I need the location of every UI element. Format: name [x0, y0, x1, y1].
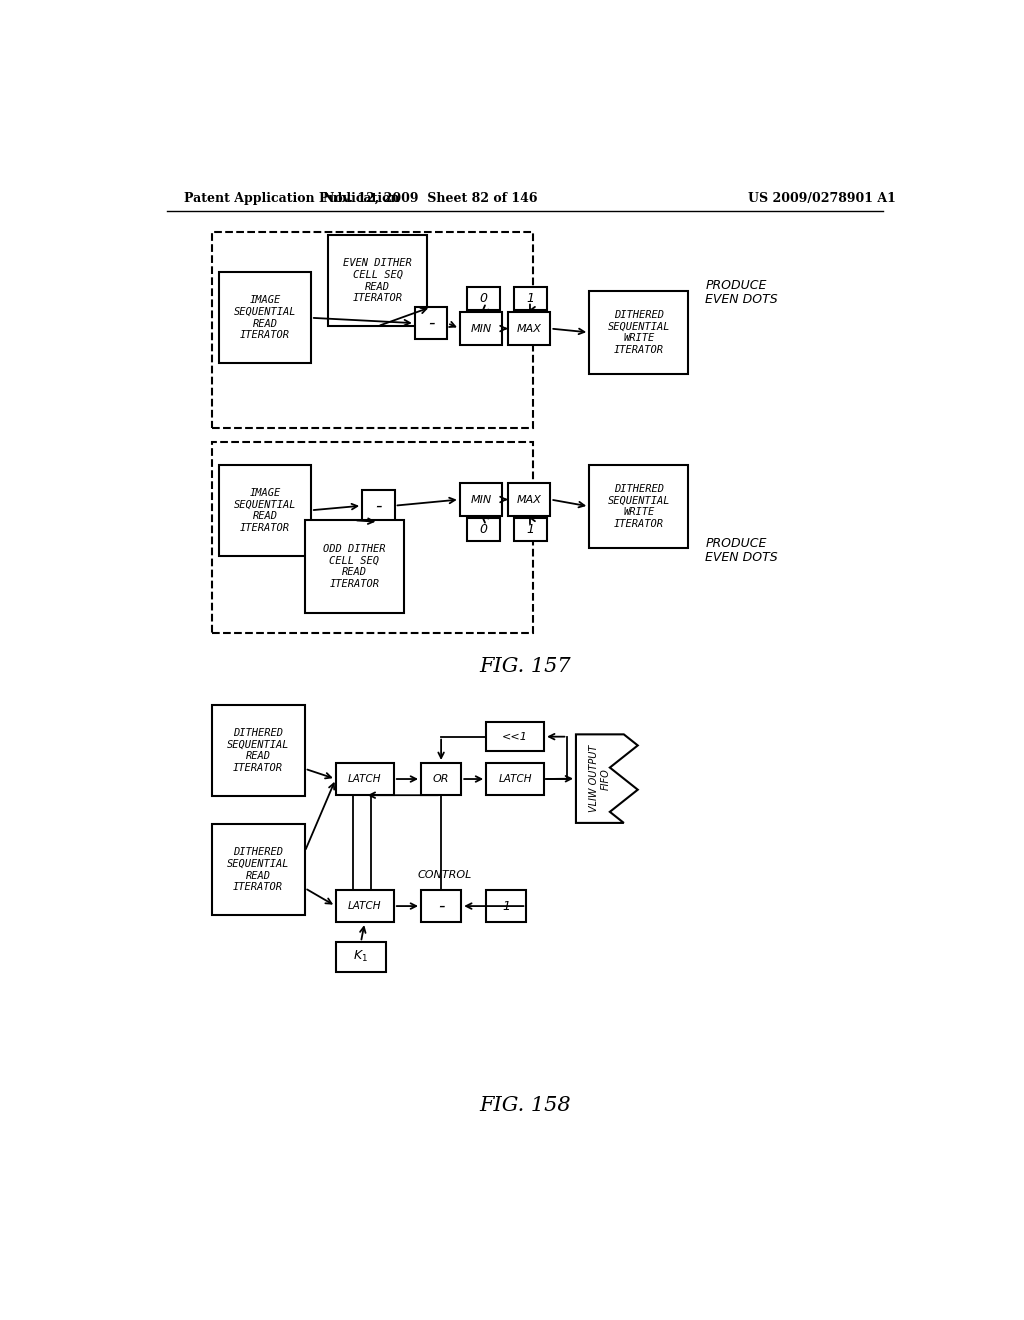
Bar — [328, 235, 427, 326]
Text: 0: 0 — [479, 523, 487, 536]
Text: DITHERED
SEQUENTIAL
WRITE
ITERATOR: DITHERED SEQUENTIAL WRITE ITERATOR — [607, 484, 670, 529]
Text: FIG. 157: FIG. 157 — [479, 657, 570, 676]
Text: IMAGE
SEQUENTIAL
READ
ITERATOR: IMAGE SEQUENTIAL READ ITERATOR — [233, 296, 296, 341]
Text: EVEN DITHER
CELL SEQ
READ
ITERATOR: EVEN DITHER CELL SEQ READ ITERATOR — [343, 259, 412, 304]
Text: IMAGE
SEQUENTIAL
READ
ITERATOR: IMAGE SEQUENTIAL READ ITERATOR — [233, 488, 296, 533]
Bar — [362, 490, 394, 521]
Text: CONTROL: CONTROL — [418, 870, 472, 879]
Bar — [336, 763, 394, 795]
Bar — [219, 465, 311, 556]
Text: <<1: <<1 — [502, 731, 528, 742]
Text: -: - — [438, 898, 444, 915]
Text: PRODUCE: PRODUCE — [706, 279, 767, 292]
Text: PRODUCE: PRODUCE — [706, 537, 767, 550]
Bar — [415, 308, 447, 339]
Text: VLIW OUTPUT
FIFO: VLIW OUTPUT FIFO — [589, 744, 610, 812]
Bar — [460, 483, 503, 516]
Bar — [336, 890, 394, 923]
Bar — [486, 763, 544, 795]
Bar — [486, 890, 526, 923]
Bar — [212, 442, 534, 632]
Bar — [486, 722, 544, 751]
Text: 1: 1 — [502, 899, 510, 912]
Text: LATCH: LATCH — [348, 774, 382, 784]
Bar — [212, 231, 534, 428]
Text: Nov. 12, 2009  Sheet 82 of 146: Nov. 12, 2009 Sheet 82 of 146 — [323, 191, 538, 205]
Bar — [336, 942, 386, 972]
Text: $K_1$: $K_1$ — [353, 949, 369, 965]
Text: US 2009/0278901 A1: US 2009/0278901 A1 — [748, 191, 896, 205]
Bar — [589, 290, 688, 374]
Bar — [421, 890, 461, 923]
Text: FIG. 158: FIG. 158 — [479, 1096, 570, 1115]
Bar — [508, 313, 550, 345]
Bar — [508, 483, 550, 516]
Bar — [212, 825, 305, 915]
Bar — [421, 763, 461, 795]
Text: EVEN DOTS: EVEN DOTS — [706, 293, 778, 306]
Text: DITHERED
SEQUENTIAL
READ
ITERATOR: DITHERED SEQUENTIAL READ ITERATOR — [227, 847, 290, 892]
Text: EVEN DOTS: EVEN DOTS — [706, 550, 778, 564]
Text: DITHERED
SEQUENTIAL
READ
ITERATOR: DITHERED SEQUENTIAL READ ITERATOR — [227, 729, 290, 774]
Bar — [305, 520, 403, 612]
Bar — [460, 313, 503, 345]
Text: LATCH: LATCH — [348, 902, 382, 911]
Text: DITHERED
SEQUENTIAL
WRITE
ITERATOR: DITHERED SEQUENTIAL WRITE ITERATOR — [607, 310, 670, 355]
Text: 1: 1 — [526, 523, 535, 536]
Text: 0: 0 — [479, 292, 487, 305]
Text: LATCH: LATCH — [499, 774, 531, 784]
Text: MIN: MIN — [470, 323, 492, 334]
Text: MAX: MAX — [517, 323, 542, 334]
Bar — [467, 517, 500, 541]
Text: -: - — [428, 314, 434, 333]
Text: MIN: MIN — [470, 495, 492, 504]
Text: -: - — [375, 496, 382, 515]
Bar — [467, 286, 500, 310]
Text: ODD DITHER
CELL SEQ
READ
ITERATOR: ODD DITHER CELL SEQ READ ITERATOR — [323, 544, 386, 589]
Text: 1: 1 — [526, 292, 535, 305]
Bar — [219, 272, 311, 363]
Bar — [589, 465, 688, 548]
Bar — [514, 517, 547, 541]
Text: OR: OR — [433, 774, 450, 784]
Text: Patent Application Publication: Patent Application Publication — [183, 191, 399, 205]
Bar — [514, 286, 547, 310]
Bar — [212, 705, 305, 796]
Polygon shape — [575, 734, 638, 822]
Text: MAX: MAX — [517, 495, 542, 504]
